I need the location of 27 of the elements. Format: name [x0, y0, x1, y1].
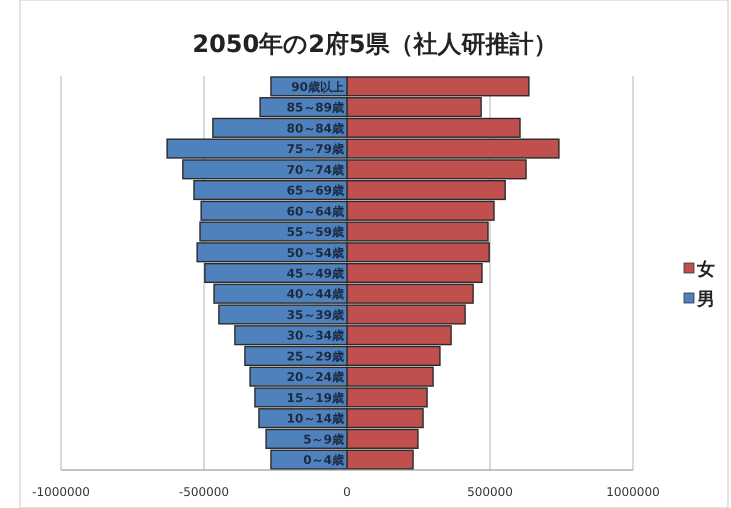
legend-label: 男 — [696, 289, 715, 310]
x-tick-label: -500000 — [178, 485, 230, 499]
chart-title: 2050年の2府5県（社人研推計） — [192, 30, 558, 58]
y-tick-label: 25～29歳 — [286, 349, 344, 364]
y-tick-label: 70～74歳 — [286, 162, 344, 177]
y-tick-label: 20～24歳 — [286, 370, 344, 384]
y-tick-label: 60～64歳 — [286, 204, 344, 218]
y-tick-label: 10～14歳 — [286, 412, 344, 426]
legend-label: 女 — [696, 259, 715, 280]
x-tick-label: 0 — [343, 485, 351, 499]
y-tick-label: 0～4歳 — [303, 453, 344, 468]
y-tick-label: 45～49歳 — [286, 266, 344, 280]
y-tick-label: 85～89歳 — [286, 100, 344, 115]
y-tick-label: 50～54歳 — [286, 246, 344, 260]
x-tick-label: 1000000 — [606, 485, 660, 499]
y-tick-label: 5～9歳 — [303, 432, 344, 446]
y-tick-label: 15～19歳 — [286, 390, 344, 405]
y-tick-label: 80～84歳 — [286, 121, 344, 136]
x-tick-label: 500000 — [467, 485, 513, 499]
y-tick-label: 55～59歳 — [286, 225, 344, 240]
y-tick-label: 40～44歳 — [286, 287, 344, 302]
y-tick-label: 30～34歳 — [286, 328, 344, 343]
y-tick-label: 35～39歳 — [286, 308, 344, 322]
x-tick-label: -1000000 — [32, 485, 90, 499]
y-tick-label: 90歳以上 — [291, 80, 344, 94]
y-tick-label: 75～79歳 — [286, 142, 344, 156]
y-tick-label: 65～69歳 — [286, 184, 344, 198]
